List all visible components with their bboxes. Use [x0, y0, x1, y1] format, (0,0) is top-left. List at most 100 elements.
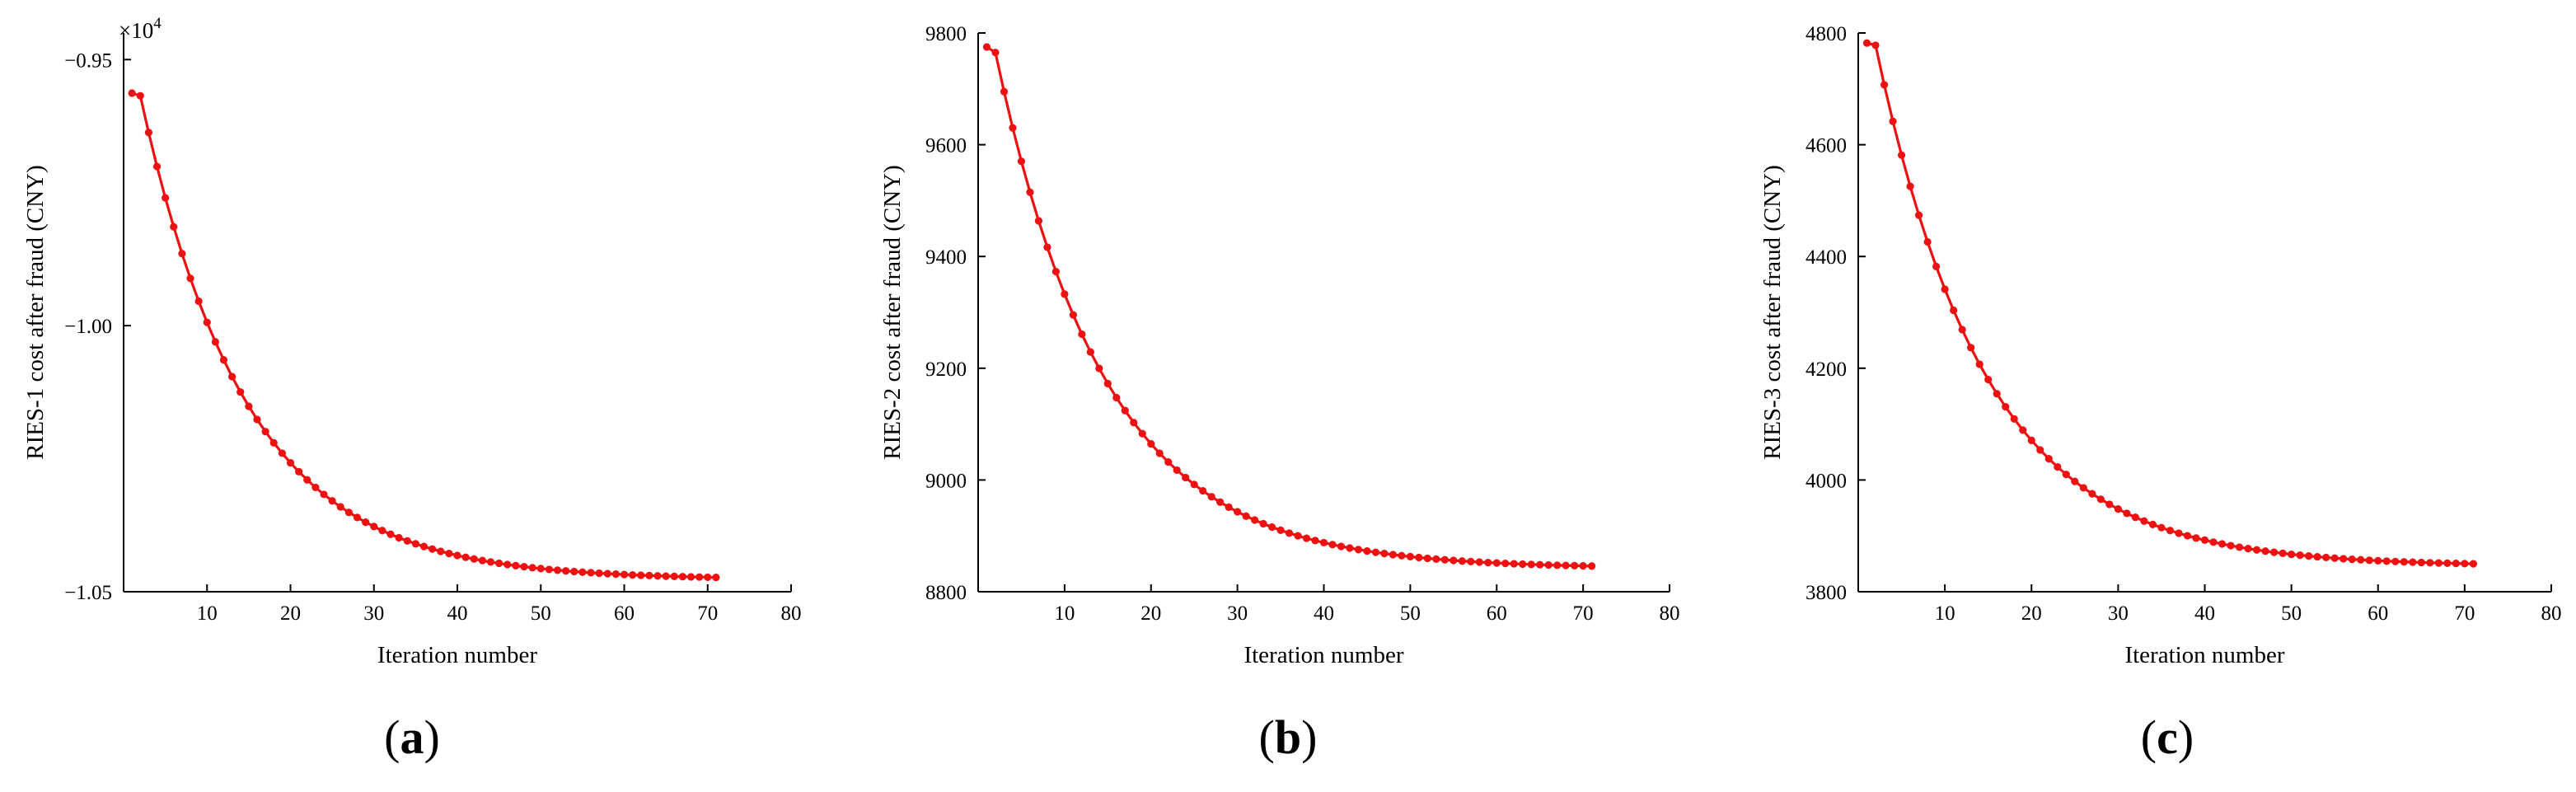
data-point [1242, 512, 1250, 520]
data-point [2227, 541, 2235, 550]
x-tick-label: 30 [1227, 602, 1248, 625]
data-point [570, 567, 578, 576]
data-point [520, 563, 528, 571]
data-point [486, 558, 495, 566]
data-point [2409, 558, 2417, 566]
data-point [712, 574, 720, 582]
data-point [2010, 415, 2018, 423]
data-point [269, 438, 278, 447]
data-point [2391, 557, 2400, 565]
data-point [545, 565, 553, 574]
data-point [437, 547, 445, 555]
data-point [2296, 551, 2304, 560]
data-point [1415, 553, 1423, 562]
data-point [1380, 550, 1389, 558]
data-point [1182, 473, 1190, 482]
data-point [2175, 529, 2183, 537]
data-point [1216, 498, 1225, 506]
y-tick-label: −1.05 [64, 582, 112, 604]
data-point [1267, 523, 1276, 532]
data-point [1958, 326, 1966, 334]
data-point [1199, 486, 1207, 495]
data-point [629, 571, 637, 579]
data-point [2288, 550, 2296, 559]
data-point [1285, 529, 1294, 537]
x-tick-label: 20 [2021, 602, 2042, 625]
data-point [1914, 211, 1923, 219]
x-tick-label: 30 [2108, 602, 2129, 625]
data-point [1138, 429, 1146, 438]
y-tick-label: 9600 [925, 135, 967, 157]
y-tick-label: −0.95 [64, 49, 112, 72]
data-point [170, 223, 178, 231]
x-tick-label: 80 [781, 602, 802, 625]
data-point [1061, 290, 1069, 298]
data-point [1484, 558, 1492, 567]
data-point [2088, 490, 2096, 498]
data-point [512, 561, 520, 569]
data-point [653, 572, 662, 580]
data-point [1311, 537, 1319, 545]
data-point [1527, 560, 1535, 569]
data-point [2365, 556, 2373, 565]
data-point [495, 559, 503, 568]
y-tick-label: 9000 [925, 470, 967, 492]
data-point [1051, 267, 1060, 276]
y-tick-label: 9800 [925, 23, 967, 45]
data-point [1588, 562, 1596, 570]
x-tick-label: 40 [1314, 602, 1334, 625]
data-point [1571, 561, 1579, 569]
data-point [553, 566, 562, 574]
data-point [1086, 348, 1094, 356]
data-point [637, 571, 645, 579]
data-point [1276, 526, 1285, 534]
data-point [237, 388, 245, 396]
y-tick-label: 4200 [1806, 359, 1847, 381]
data-point [453, 551, 461, 560]
data-point [2209, 538, 2218, 546]
data-point [1034, 217, 1043, 225]
data-point [1234, 508, 1242, 516]
data-point [2054, 462, 2062, 471]
data-point [1009, 124, 1017, 132]
x-tick-label: 10 [197, 602, 218, 625]
data-point [1328, 541, 1337, 549]
data-point [1510, 560, 1518, 568]
data-point [562, 567, 570, 575]
data-point [1121, 406, 1129, 415]
data-point [1579, 562, 1587, 570]
data-point [1897, 151, 1906, 159]
chart-panel-b: 10 20 30 40 50 60 70 80 8800 9000 9200 9400 9600 9800… [879, 23, 1680, 764]
data-point [478, 556, 486, 565]
x-tick-label: 60 [2368, 602, 2388, 625]
data-point [1906, 182, 1914, 190]
data-point [2166, 527, 2175, 535]
data-point [194, 297, 203, 306]
data-point [1993, 390, 2001, 398]
data-point [2469, 560, 2477, 568]
x-axis-title: Iteration number [377, 642, 537, 668]
data-point [2434, 559, 2443, 567]
data-point [411, 540, 419, 548]
data-point [662, 572, 670, 580]
data-point [1941, 285, 1949, 293]
x-tick-label: 70 [1573, 602, 1594, 625]
series-line [1866, 41, 2474, 565]
x-tick-label: 50 [2281, 602, 2302, 625]
data-point [344, 508, 353, 517]
data-point [2062, 471, 2070, 479]
data-point [228, 373, 237, 381]
x-tick-label: 60 [1487, 602, 1507, 625]
data-point [2148, 520, 2157, 528]
panel-label: (c) [2141, 710, 2194, 764]
data-point [1155, 449, 1164, 457]
data-point [320, 490, 328, 499]
data-point [2374, 556, 2382, 565]
chart-panel-c: 10 20 30 40 50 60 70 80 3800 4000 4200 4400 4600 4800… [1759, 23, 2562, 764]
data-point [2313, 552, 2321, 561]
y-tick-label: 4600 [1806, 135, 1847, 157]
y-tick-label: 4400 [1806, 246, 1847, 269]
series-line [986, 45, 1592, 568]
y-axis-title: RIES-2 cost after fraud (CNY) [879, 165, 906, 460]
data-point [645, 571, 653, 580]
